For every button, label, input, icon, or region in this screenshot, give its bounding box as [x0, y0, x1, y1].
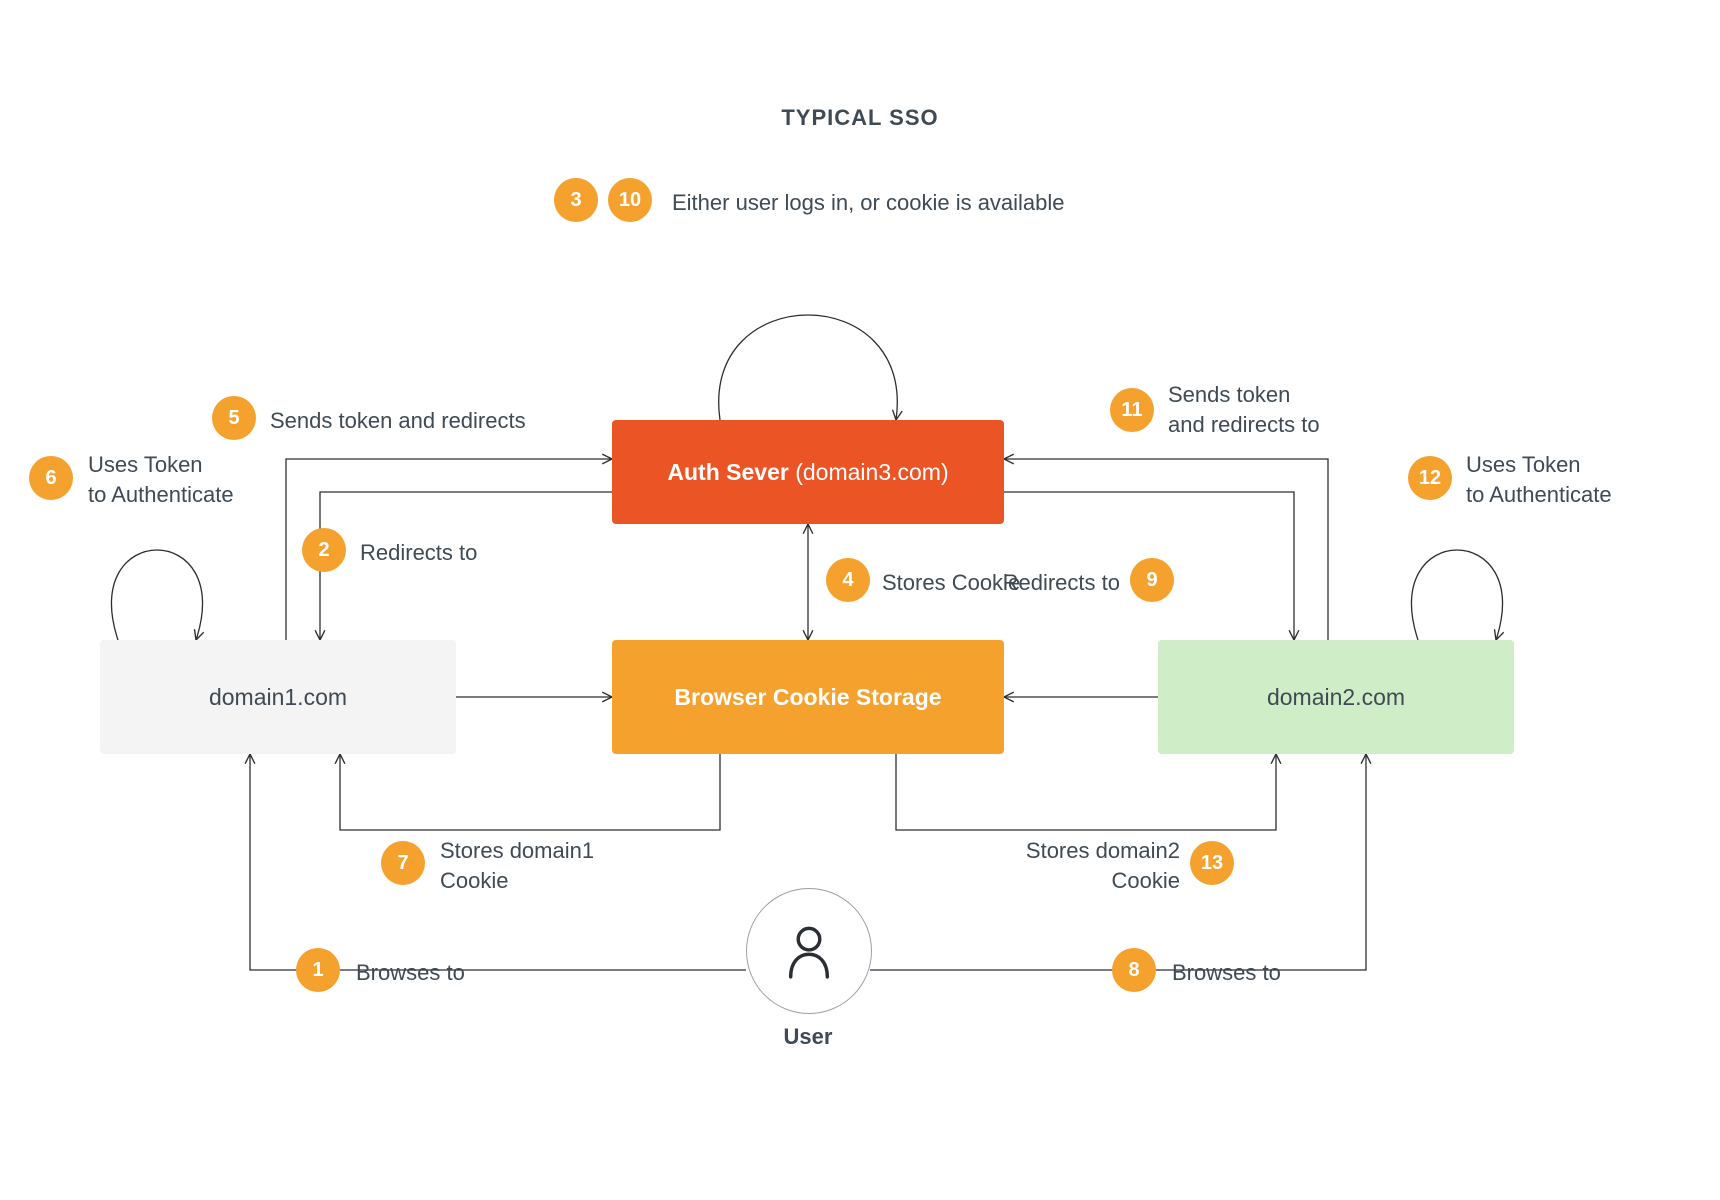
label-3: Either user logs in, or cookie is availa… — [672, 188, 1065, 218]
node-domain2: domain2.com — [1158, 640, 1514, 754]
label-1: Browses to — [356, 958, 465, 988]
diagram-title: TYPICAL SSO — [0, 105, 1720, 131]
badge-7: 7 — [381, 841, 425, 885]
label-7: Stores domain1 Cookie — [440, 836, 594, 895]
node-domain2-label: domain2.com — [1267, 684, 1405, 711]
label-2: Redirects to — [360, 538, 477, 568]
label-13: Stores domain2 Cookie — [1000, 836, 1180, 895]
node-cookie-label: Browser Cookie Storage — [674, 684, 941, 711]
label-5: Sends token and redirects — [270, 406, 526, 436]
badge-8: 8 — [1112, 948, 1156, 992]
badge-12: 12 — [1408, 456, 1452, 500]
diagram-canvas: TYPICAL SSO — [0, 0, 1720, 1200]
badge-3: 3 — [554, 178, 598, 222]
node-domain1-label: domain1.com — [209, 684, 347, 711]
badge-10: 10 — [608, 178, 652, 222]
label-12: Uses Token to Authenticate — [1466, 450, 1612, 509]
badge-6: 6 — [29, 456, 73, 500]
badge-5: 5 — [212, 396, 256, 440]
user-icon — [783, 923, 835, 979]
label-11: Sends token and redirects to — [1168, 380, 1320, 439]
badge-13: 13 — [1190, 841, 1234, 885]
node-auth-server: Auth Sever (domain3.com) — [612, 420, 1004, 524]
badge-9: 9 — [1130, 558, 1174, 602]
badge-1: 1 — [296, 948, 340, 992]
node-domain1: domain1.com — [100, 640, 456, 754]
node-user — [746, 888, 872, 1014]
label-9: Redirects to — [990, 568, 1120, 598]
label-6: Uses Token to Authenticate — [88, 450, 234, 509]
label-8: Browses to — [1172, 958, 1281, 988]
node-auth-label: Auth Sever (domain3.com) — [667, 459, 948, 486]
badge-2: 2 — [302, 528, 346, 572]
badge-11: 11 — [1110, 388, 1154, 432]
arrows-layer — [0, 0, 1720, 1200]
badge-4: 4 — [826, 558, 870, 602]
node-cookie-storage: Browser Cookie Storage — [612, 640, 1004, 754]
node-user-label: User — [708, 1024, 908, 1050]
